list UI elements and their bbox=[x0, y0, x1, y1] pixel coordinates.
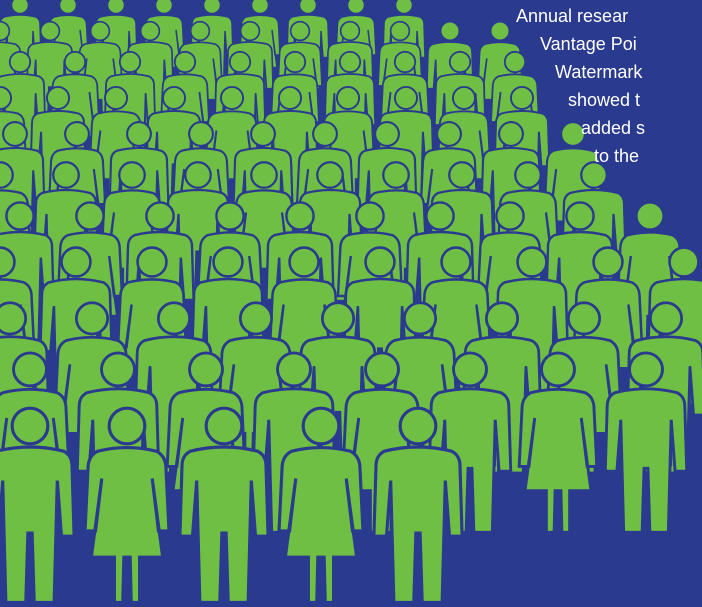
caption-line: Annual resear bbox=[516, 6, 628, 26]
caption-line: Vantage Poi bbox=[540, 34, 637, 54]
caption-line: Watermark bbox=[555, 62, 643, 82]
caption-line: showed t bbox=[568, 90, 640, 110]
caption-line: added s bbox=[581, 118, 645, 138]
caption: Annual resear Vantage Poi Watermark show… bbox=[516, 6, 645, 166]
caption-line: to the bbox=[594, 146, 639, 166]
